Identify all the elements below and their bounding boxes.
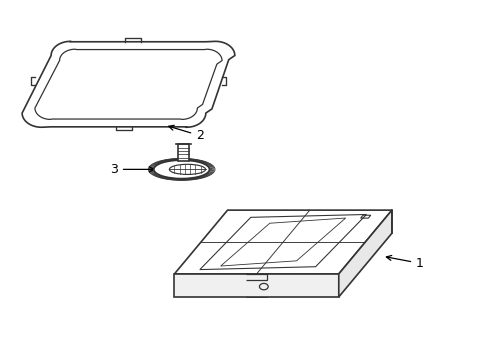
Polygon shape [174,274,338,297]
Polygon shape [35,49,222,120]
Polygon shape [22,41,234,127]
Text: 3: 3 [110,163,154,176]
Ellipse shape [169,164,205,175]
Ellipse shape [154,160,209,179]
Polygon shape [178,144,188,161]
Text: 1: 1 [386,256,423,270]
Polygon shape [174,210,391,274]
Ellipse shape [148,158,215,180]
Polygon shape [338,210,391,297]
Text: 2: 2 [168,125,203,142]
